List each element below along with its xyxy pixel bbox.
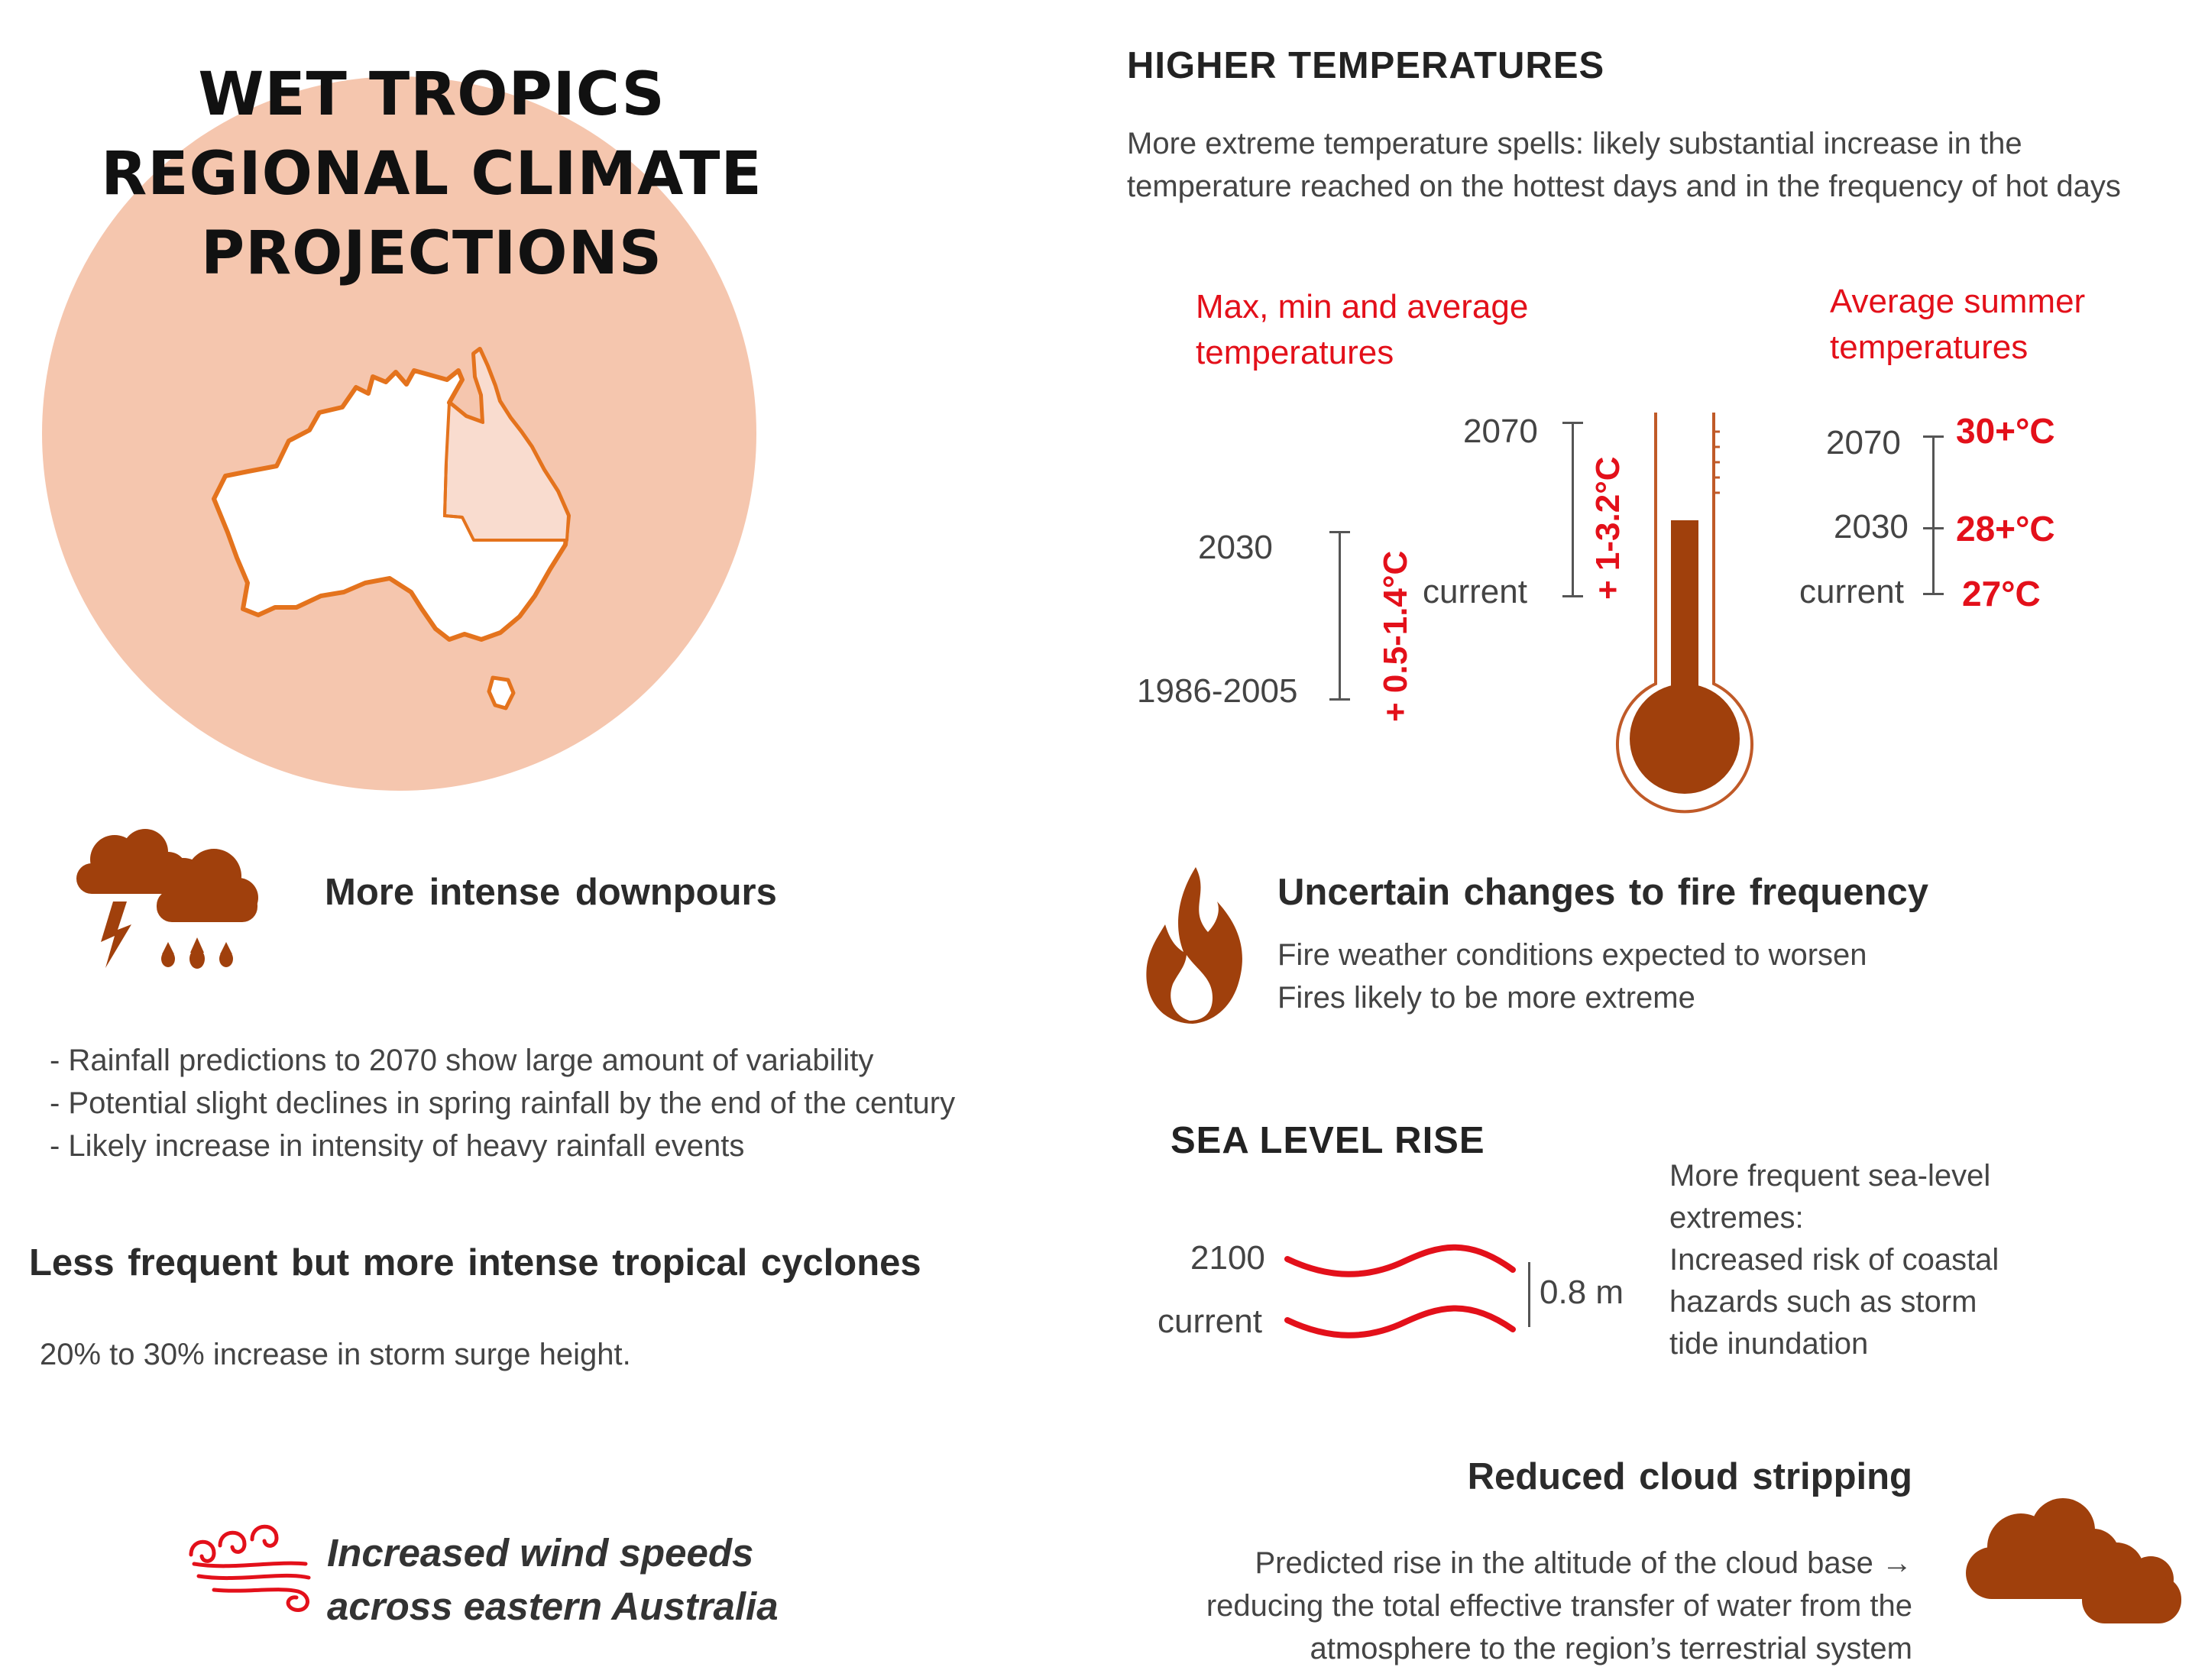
sea-desc-line: tide inundation [1669,1327,1869,1361]
wind-text: Increased wind speeds across eastern Aus… [327,1526,779,1633]
wave-icon [1284,1244,1516,1338]
sea-label-current: current [1158,1303,1262,1340]
scale-tick [1329,531,1350,533]
label-2070: 2070 [1463,413,1538,450]
fire-text: Fire weather conditions expected to wors… [1277,934,1867,1019]
cloud-text: Predicted rise in the altitude of the cl… [1206,1542,1912,1670]
fire-line-2: Fires likely to be more extreme [1277,981,1695,1015]
summer-scale-bar [1932,435,1935,594]
title-line-1: WET TROPICS [198,60,665,129]
sea-desc-line: hazards such as storm [1669,1285,1977,1319]
title-line-2: REGIONAL CLIMATE [101,140,763,209]
cloud-heading: Reduced cloud stripping [1467,1456,1912,1497]
page-title: WET TROPICS REGIONAL CLIMATE PROJECTIONS [0,55,863,293]
downpours-heading: More intense downpours [325,872,777,913]
sea-desc-line: Increased risk of coastal [1669,1243,1999,1277]
label-current: current [1423,573,1527,610]
fire-heading: Uncertain changes to fire frequency [1277,872,1928,913]
sea-heading: SEA LEVEL RISE [1170,1120,1485,1161]
max-min-title-line-2: temperatures [1196,334,1394,371]
fire-icon [1146,867,1242,1024]
scale-tick [1562,595,1583,597]
intro-line-1: More extreme temperature spells: likely … [1127,127,2022,160]
sea-description: More frequent sea-level extremes: Increa… [1669,1155,1999,1365]
scale-tick [1923,593,1944,595]
sea-desc-line: More frequent sea-level [1669,1159,1991,1193]
intro-line-2: temperature reached on the hottest days … [1127,170,2121,203]
summer-value-current: 27°C [1962,574,2041,613]
scale-tick [1562,422,1583,424]
summer-value-2070: 30+°C [1956,411,2055,451]
thermometer-icon [1616,413,1753,814]
title-line-3: PROJECTIONS [200,219,663,288]
summer-label-2070: 2070 [1826,424,1901,461]
summer-title-line-2: temperatures [1830,329,2029,366]
max-min-title: Max, min and average temperatures [1196,284,1528,376]
cyclones-heading: Less frequent but more intense tropical … [29,1242,921,1283]
sea-label-2100: 2100 [1190,1239,1265,1277]
storm-cloud-icon [76,829,258,969]
max-min-title-line-1: Max, min and average [1196,288,1529,325]
sea-rise-value: 0.8 m [1540,1274,1624,1311]
list-item: - Potential slight declines in spring ra… [50,1086,956,1120]
fire-line-1: Fire weather conditions expected to wors… [1277,938,1867,972]
summer-title: Average summer temperatures [1830,279,2085,371]
scale-tick [1923,435,1944,438]
scale-bar-2030 [1339,531,1341,701]
wind-line-1: Increased wind speeds [327,1531,754,1575]
cloud-line: atmosphere to the region’s terrestrial s… [1310,1632,1913,1665]
wind-icon [189,1524,311,1612]
wind-line-2: across eastern Australia [327,1585,779,1628]
scale-bar-2070 [1572,422,1574,597]
cloud-line: Predicted rise in the altitude of the cl… [1255,1546,1912,1580]
sea-rise-bar [1528,1262,1530,1327]
list-item: - Likely increase in intensity of heavy … [50,1129,745,1163]
scale-tick [1329,698,1350,701]
list-item: - Rainfall predictions to 2070 show larg… [50,1044,874,1077]
summer-label-2030: 2030 [1834,508,1909,545]
summer-title-line-1: Average summer [1830,283,2086,320]
change-2030: + 0.5-1.4°C [1377,550,1414,722]
scale-tick [1923,527,1944,529]
cyclones-text: 20% to 30% increase in storm surge heigh… [40,1338,631,1371]
label-1986-2005: 1986-2005 [1137,672,1298,710]
cloud-icon [1966,1498,2181,1623]
downpours-list: - Rainfall predictions to 2070 show larg… [50,1039,955,1167]
summer-label-current: current [1799,573,1904,610]
cloud-line: reducing the total effective transfer of… [1206,1589,1912,1623]
sea-desc-line: extremes: [1669,1201,1804,1235]
australia-map-icon [212,347,571,711]
label-2030: 2030 [1198,529,1273,566]
temperatures-intro: More extreme temperature spells: likely … [1127,122,2121,208]
summer-value-2030: 28+°C [1956,509,2055,549]
temperatures-heading: HIGHER TEMPERATURES [1127,45,1605,86]
